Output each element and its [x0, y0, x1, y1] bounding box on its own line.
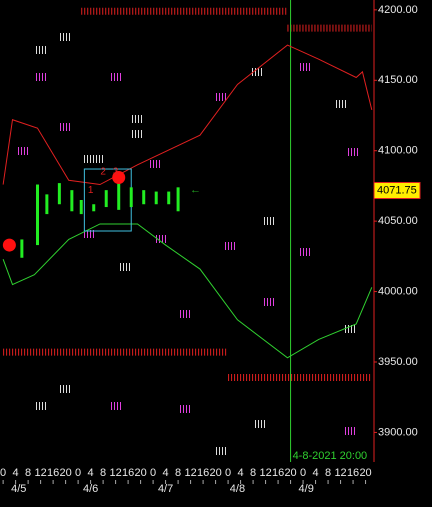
cluster: [84, 155, 104, 163]
y-tick-label: 4200.00: [378, 4, 418, 16]
x-tick-label: 12: [334, 467, 346, 479]
cluster: [298, 248, 310, 256]
cluster: [110, 402, 122, 410]
cluster: [60, 123, 72, 131]
y-tick-label: 4100.00: [378, 145, 418, 157]
cluster: [120, 263, 132, 271]
cluster: [345, 325, 357, 333]
band-line: [2, 44, 373, 186]
x-tick-label: 4: [163, 467, 169, 479]
x-tick-label: 16: [347, 467, 359, 479]
cluster: [155, 235, 167, 243]
day-label: 4/8: [230, 483, 245, 495]
x-tick-label: 12: [259, 467, 271, 479]
cluster: [110, 73, 122, 81]
x-tick-label: 4: [238, 467, 244, 479]
x-tick-label: 16: [197, 467, 209, 479]
x-tick-label: 16: [122, 467, 134, 479]
day-label: 4/7: [158, 483, 173, 495]
x-tick-label: 0: [75, 467, 81, 479]
cluster: [215, 93, 227, 101]
cluster: [215, 447, 227, 455]
x-tick-label: 4: [88, 467, 94, 479]
last-price-box: [373, 182, 421, 200]
cluster: [18, 147, 30, 155]
cluster: [348, 148, 360, 156]
x-tick-label: 20: [59, 467, 71, 479]
last-price-label: 4071.75: [377, 184, 417, 196]
x-tick-label: 20: [209, 467, 221, 479]
x-tick-label: 16: [47, 467, 59, 479]
volume-clusters: [18, 33, 360, 455]
x-tick-label: 20: [134, 467, 146, 479]
cluster: [335, 100, 347, 108]
annotation: 3: [113, 166, 119, 177]
cluster: [58, 33, 70, 41]
cluster: [84, 230, 96, 238]
y-tick-label: 4150.00: [378, 74, 418, 86]
cluster: [35, 402, 47, 410]
y-tick-label: 4050.00: [378, 215, 418, 227]
x-tick-label: 16: [272, 467, 284, 479]
x-tick-label: 4: [313, 467, 319, 479]
cluster: [262, 298, 274, 306]
cluster: [345, 427, 357, 435]
y-tick-label: 3900.00: [378, 426, 418, 438]
cluster: [60, 385, 72, 393]
x-tick-label: 4: [13, 467, 19, 479]
cluster: [262, 217, 274, 225]
cluster: [131, 115, 143, 123]
x-tick-label: 20: [284, 467, 296, 479]
x-tick-label: 12: [184, 467, 196, 479]
x-tick-label: 8: [250, 467, 256, 479]
y-tick-label: 4000.00: [378, 285, 418, 297]
cluster: [150, 160, 162, 168]
x-tick-label: 20: [359, 467, 371, 479]
signal-dot: [2, 238, 16, 252]
cluster: [250, 68, 262, 76]
y-tick-label: 3950.00: [378, 356, 418, 368]
x-tick-label: 8: [100, 467, 106, 479]
annotation: 1: [88, 185, 94, 196]
cluster: [255, 420, 267, 428]
cluster: [131, 130, 143, 138]
x-tick-label: 12: [34, 467, 46, 479]
band-line: [2, 223, 373, 359]
day-label: 4/5: [11, 483, 26, 495]
signal-dot: [112, 170, 126, 184]
cluster: [35, 73, 47, 81]
cluster: [180, 405, 192, 413]
cluster: [225, 242, 237, 250]
x-tick-label: 8: [175, 467, 181, 479]
annotation: 2: [100, 166, 106, 177]
cluster: [35, 46, 47, 54]
cluster: [180, 310, 192, 318]
x-tick-label: 0: [0, 467, 6, 479]
x-tick-label: 8: [325, 467, 331, 479]
cursor-label: 4-8-2021 20:00: [293, 450, 368, 462]
x-tick-label: 8: [25, 467, 31, 479]
day-label: 4/9: [299, 483, 314, 495]
arrow: ←: [190, 184, 201, 196]
x-tick-label: 0: [225, 467, 231, 479]
x-tick-label: 0: [300, 467, 306, 479]
x-tick-label: 0: [150, 467, 156, 479]
x-tick-label: 12: [109, 467, 121, 479]
cluster: [298, 63, 310, 71]
day-label: 4/6: [83, 483, 98, 495]
